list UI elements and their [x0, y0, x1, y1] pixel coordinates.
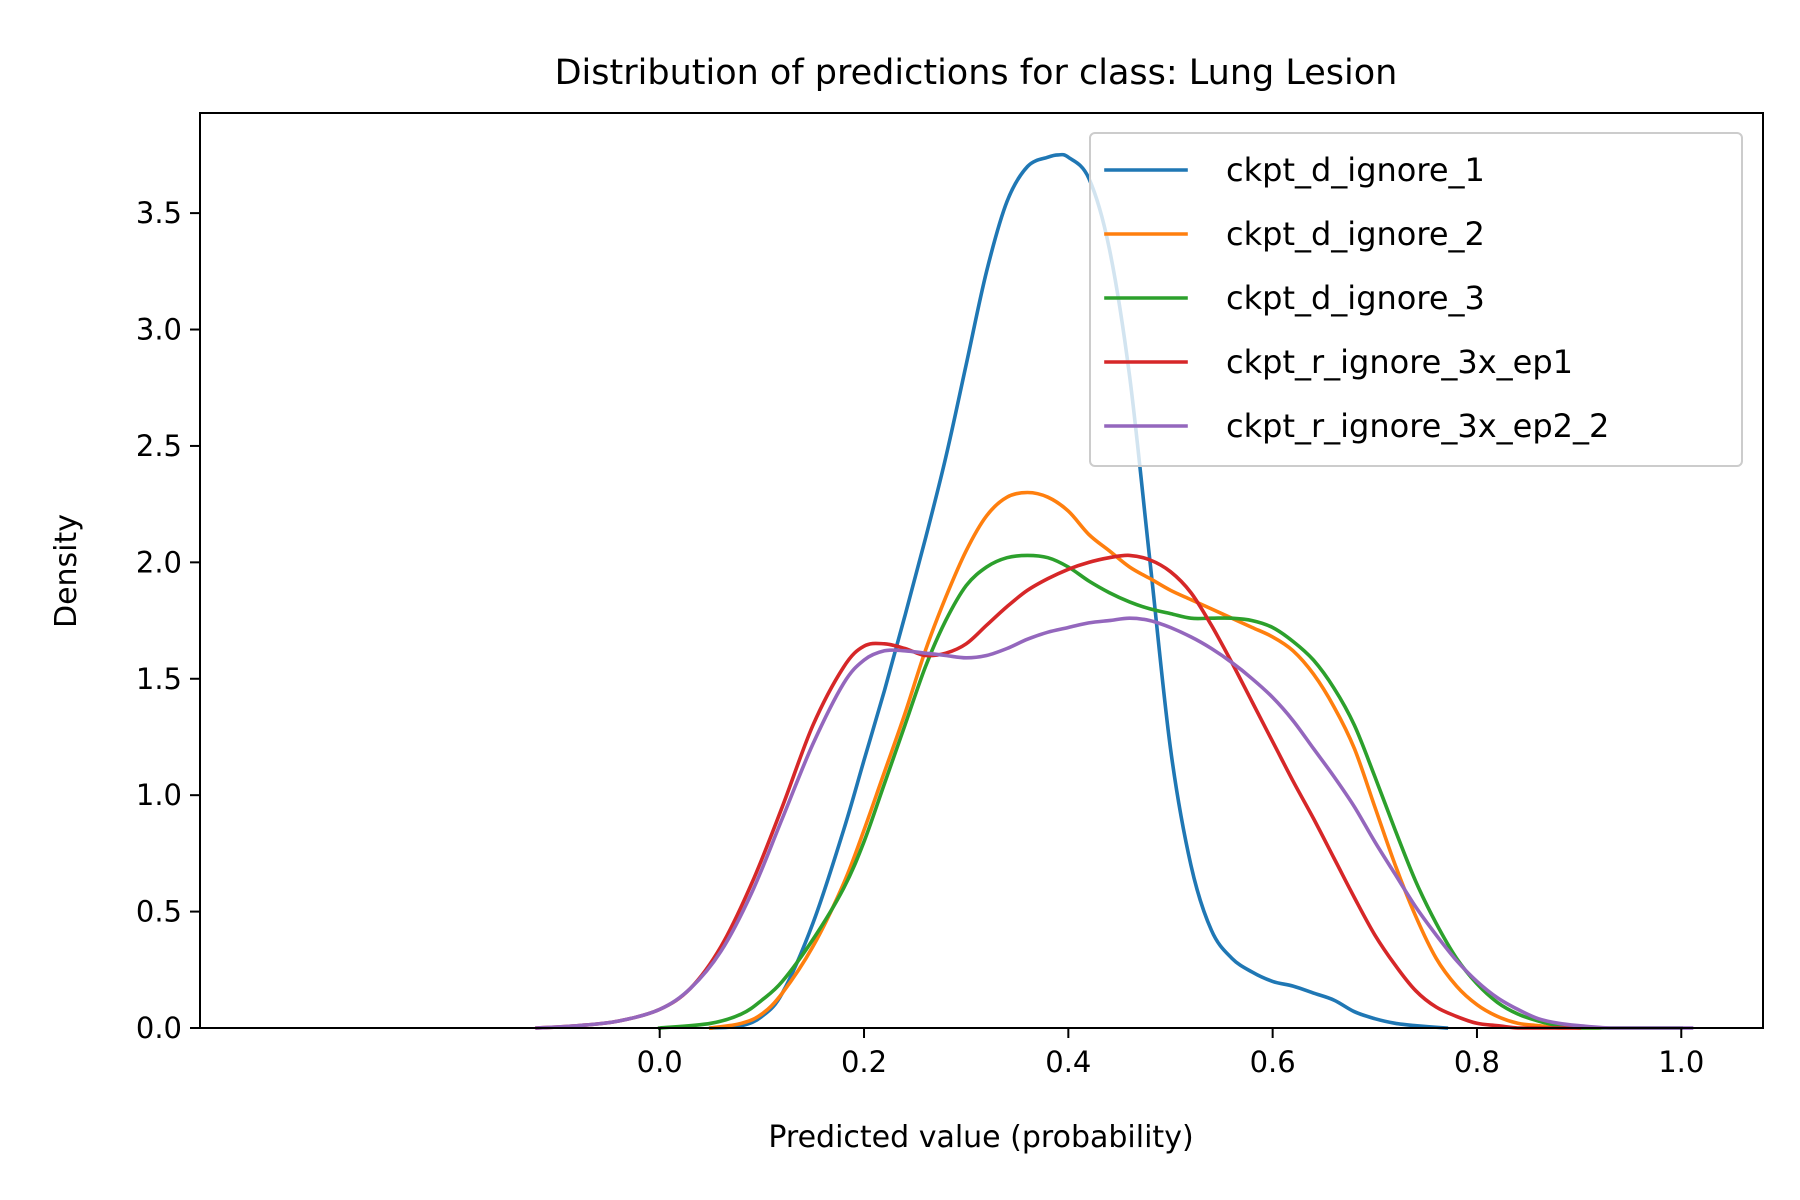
- x-tick-label: 0.2: [841, 1045, 887, 1079]
- y-tick-label: 0.0: [136, 1011, 182, 1045]
- y-tick-label: 2.0: [136, 545, 182, 579]
- x-axis: 0.0 0.2 0.4 0.6 0.8 1.0: [637, 1028, 1704, 1079]
- chart-title: Distribution of predictions for class: L…: [555, 53, 1398, 93]
- x-tick-label: 0.6: [1250, 1045, 1296, 1079]
- legend-items: ckpt_d_ignore_1 ckpt_d_ignore_2 ckpt_d_ign…: [1104, 151, 1609, 445]
- series-line-4: [535, 553, 1581, 1030]
- legend-box: [1089, 132, 1743, 467]
- plot-frame: [199, 112, 1764, 1029]
- legend: ckpt_d_ignore_1 ckpt_d_ignore_2 ckpt_d_ign…: [1089, 132, 1743, 467]
- x-axis-label: Predicted value (probability): [768, 1120, 1193, 1155]
- x-tick-label: 0.0: [637, 1045, 683, 1079]
- y-tick-label: 2.5: [136, 429, 182, 463]
- plot-lines: [535, 152, 1694, 1031]
- y-axis: 0.0 0.5 1.0 1.5 2.0 2.5 3.0 3.5: [136, 196, 200, 1045]
- series-line-5: [535, 616, 1694, 1030]
- legend-label: ckpt_d_ignore_2: [1226, 215, 1485, 253]
- series-line-3: [657, 553, 1684, 1030]
- series-line-2: [708, 490, 1602, 1031]
- y-axis-label: Density: [49, 514, 84, 628]
- y-tick-label: 0.5: [136, 895, 182, 929]
- y-tick-label: 3.5: [136, 196, 182, 230]
- x-tick-label: 0.4: [1045, 1045, 1091, 1079]
- y-tick-label: 3.0: [136, 313, 182, 347]
- series-line-1: [708, 152, 1449, 1030]
- y-tick-label: 1.5: [136, 662, 182, 696]
- legend-label: ckpt_r_ignore_3x_ep2_2: [1226, 407, 1609, 445]
- legend-label: ckpt_d_ignore_3: [1226, 279, 1485, 317]
- x-tick-label: 1.0: [1658, 1045, 1704, 1079]
- y-tick-label: 1.0: [136, 778, 182, 812]
- x-tick-label: 0.8: [1454, 1045, 1500, 1079]
- legend-label: ckpt_r_ignore_3x_ep1: [1226, 343, 1573, 381]
- legend-label: ckpt_d_ignore_1: [1226, 151, 1485, 189]
